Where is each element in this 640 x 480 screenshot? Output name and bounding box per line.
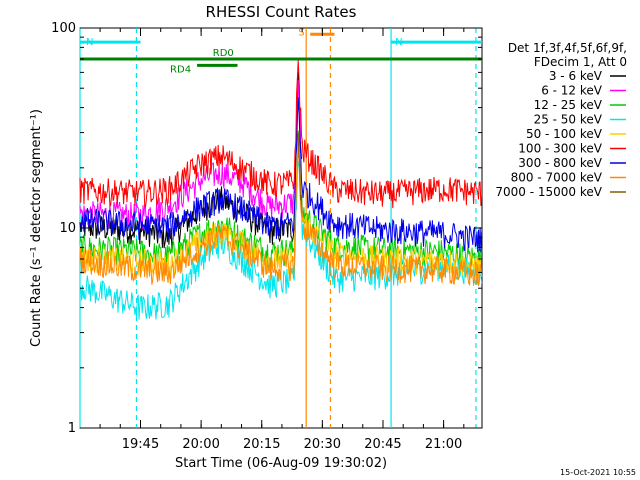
annotation-label-2: RD0 — [213, 48, 234, 59]
legend-label-6: 300 - 800 keV — [518, 156, 602, 170]
series-line-7 — [79, 146, 483, 287]
x-tick-label-0: 19:45 — [122, 437, 159, 452]
y-axis-label: Count Rate (s⁻¹ detector segment⁻¹) — [29, 109, 44, 347]
annotation-label-3: RD4 — [170, 64, 191, 75]
legend-label-8: 7000 - 15000 keV — [495, 185, 602, 199]
series-line-5 — [79, 60, 483, 210]
y-tick-label-2: 100 — [51, 21, 76, 36]
legend-header-line-2: FDecim 1, Att 0 — [534, 55, 627, 69]
legend-label-4: 50 - 100 keV — [526, 127, 603, 141]
x-tick-label-5: 21:00 — [425, 437, 462, 452]
series-line-6 — [79, 97, 483, 253]
chart-title: RHESSI Count Rates — [206, 3, 357, 21]
legend-label-1: 6 - 12 keV — [541, 84, 603, 98]
legend-label-0: 3 - 6 keV — [549, 69, 603, 83]
x-tick-label-4: 20:45 — [364, 437, 401, 452]
x-axis-label: Start Time (06-Aug-09 19:30:02) — [175, 456, 387, 471]
annotation-label-1: N — [395, 37, 402, 48]
legend: Det 1f,3f,4f,5f,6f,9f,FDecim 1, Att 03 -… — [495, 41, 627, 199]
annotation-label-0: N — [86, 37, 93, 48]
series-line-8 — [297, 133, 303, 214]
legend-label-3: 25 - 50 keV — [534, 113, 603, 127]
x-tick-label-3: 20:30 — [304, 437, 341, 452]
y-tick-label-1: 10 — [59, 221, 76, 236]
legend-header-line-1: Det 1f,3f,4f,5f,6f,9f, — [508, 41, 627, 55]
legend-label-2: 12 - 25 keV — [534, 98, 603, 112]
plot-area: N N RD0 RD4 S 19:45 20:00 20:15 20:30 20:45 21:00 1… — [51, 21, 483, 452]
y-tick-label-0: 1 — [68, 421, 76, 436]
annotation-label-4: S — [298, 27, 304, 38]
legend-label-7: 800 - 7000 keV — [511, 171, 603, 185]
x-tick-label-2: 20:15 — [243, 437, 280, 452]
legend-label-5: 100 - 300 keV — [518, 142, 602, 156]
timestamp: 15-Oct-2021 10:55 — [560, 468, 636, 477]
x-tick-label-1: 20:00 — [182, 437, 219, 452]
